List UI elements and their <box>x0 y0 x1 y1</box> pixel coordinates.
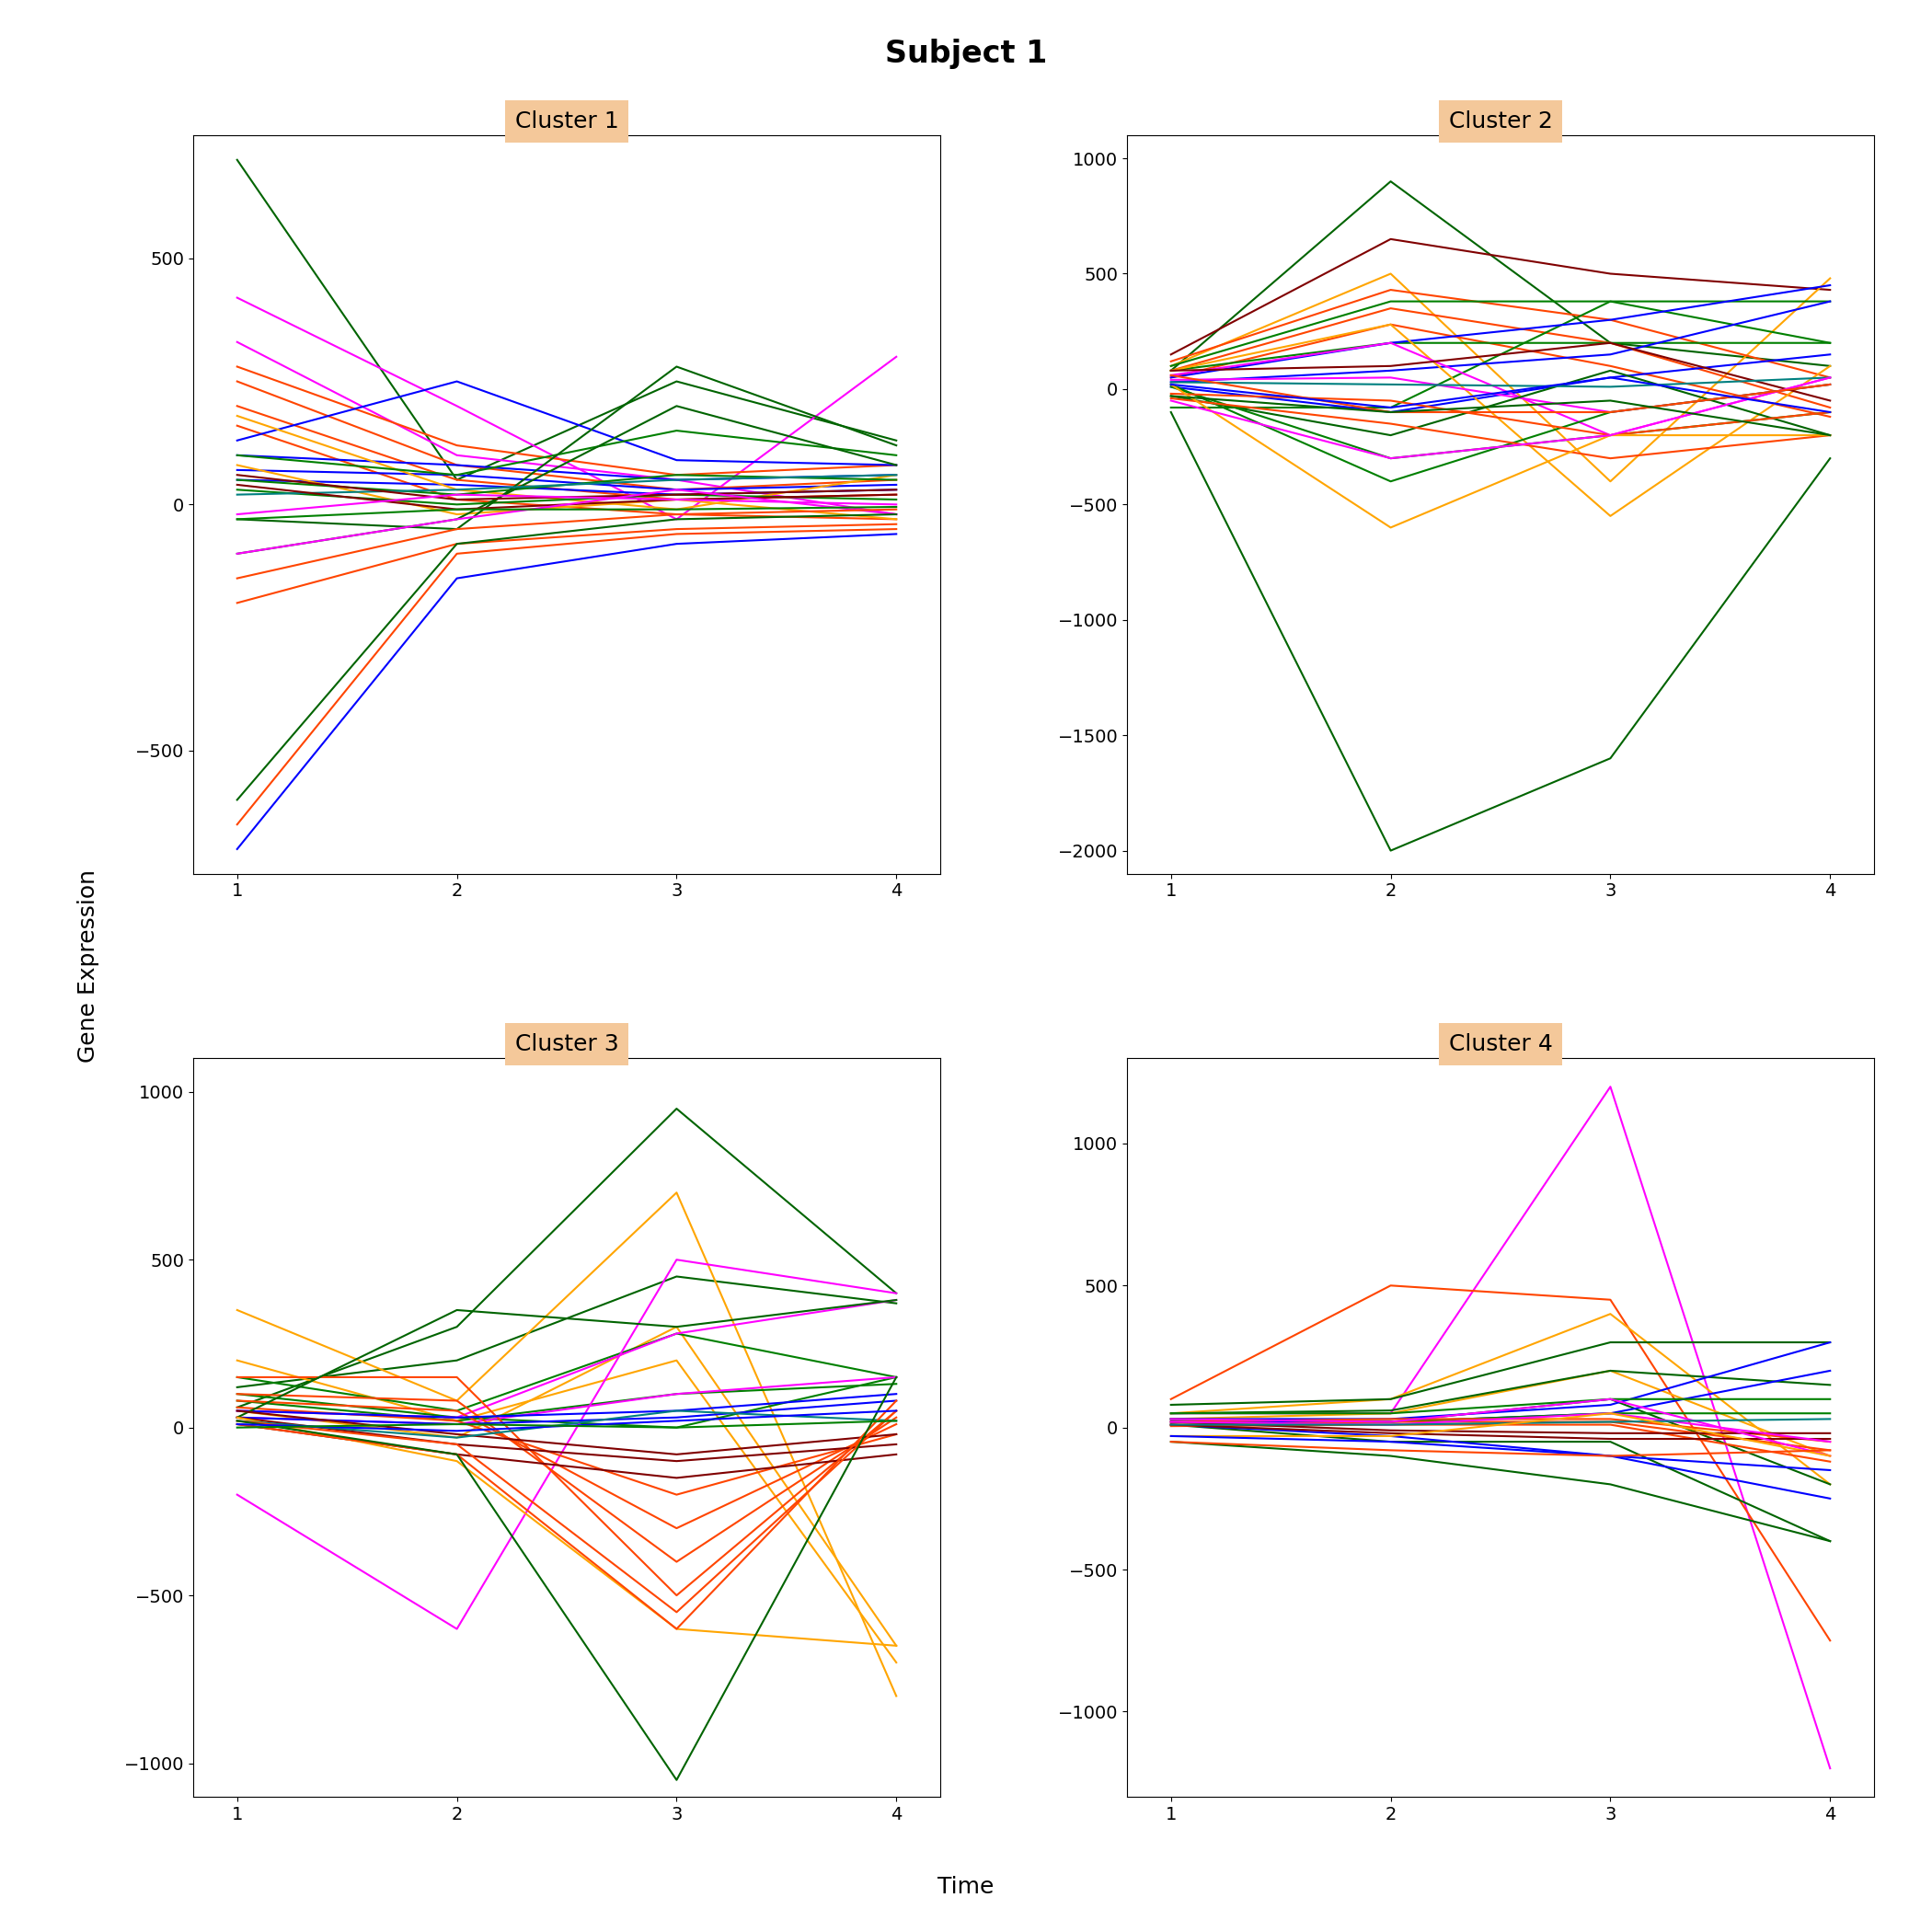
Text: Time: Time <box>937 1876 995 1897</box>
Title: Cluster 1: Cluster 1 <box>514 110 618 131</box>
Text: Subject 1: Subject 1 <box>885 39 1047 70</box>
Title: Cluster 2: Cluster 2 <box>1449 110 1553 131</box>
Title: Cluster 4: Cluster 4 <box>1449 1034 1553 1055</box>
Text: Gene Expression: Gene Expression <box>77 869 99 1063</box>
Title: Cluster 3: Cluster 3 <box>514 1034 618 1055</box>
